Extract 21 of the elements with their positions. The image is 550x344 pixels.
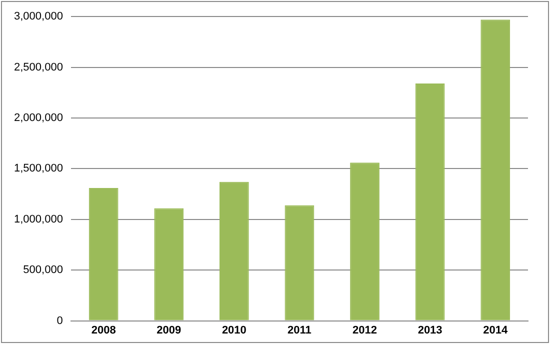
bar (154, 208, 184, 320)
x-tick-label: 2014 (483, 324, 508, 336)
bar (415, 84, 445, 320)
bar (284, 205, 314, 320)
x-tick-label: 2012 (352, 324, 378, 336)
bar (350, 162, 380, 320)
y-tick-label: 1,000,000 (14, 213, 63, 226)
y-tick-label: 0 (56, 314, 63, 327)
y-tick-label: 2,000,000 (14, 112, 63, 124)
y-tick-label: 1,500,000 (14, 162, 63, 175)
x-tick-label: 2013 (418, 324, 442, 336)
bar (88, 188, 118, 320)
y-tick-label: 500,000 (23, 264, 63, 276)
bar (219, 182, 249, 320)
y-tick-label: 2,500,000 (14, 61, 63, 74)
x-tick-label: 2011 (288, 324, 312, 336)
x-tick-label: 2009 (156, 324, 182, 336)
x-tick-label: 2010 (222, 324, 246, 336)
y-tick-label: 3,000,000 (14, 10, 63, 23)
bar (480, 20, 510, 320)
x-tick-label: 2008 (91, 324, 116, 336)
